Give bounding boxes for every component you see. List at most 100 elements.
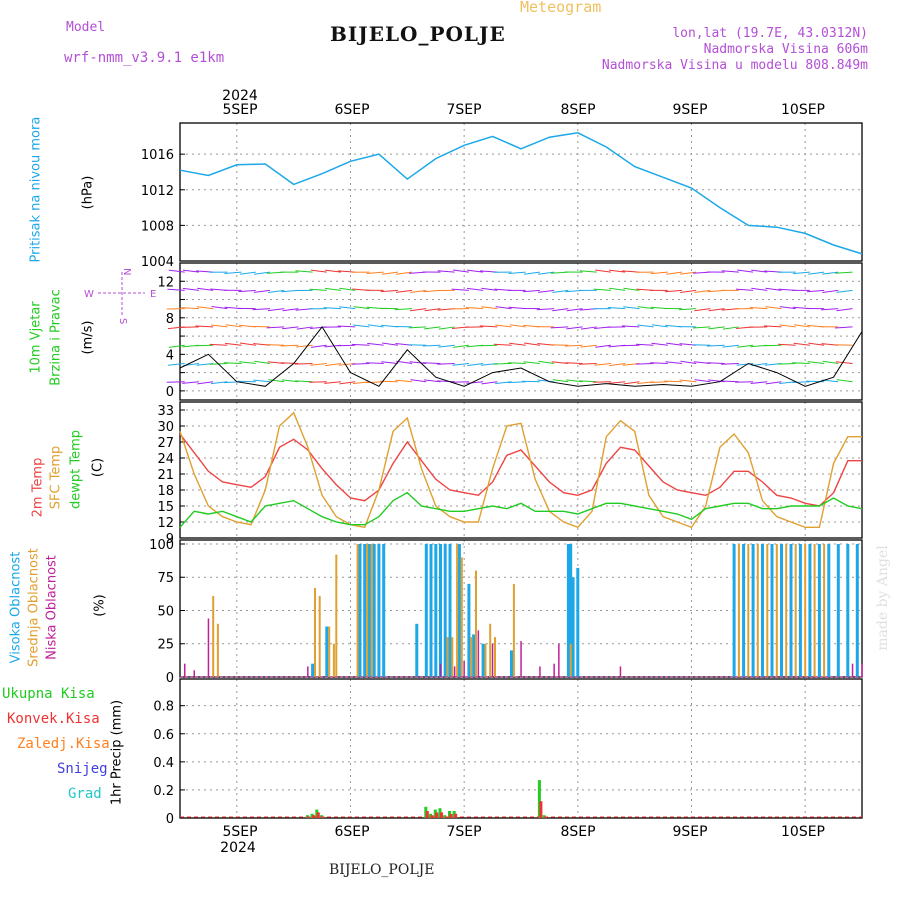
cloud-bar-0-20 — [566, 544, 570, 677]
legend-frz-precip: Zaledj.Kisa — [17, 736, 110, 752]
cloud-bar-2-4 — [439, 663, 442, 677]
date-label-bottom-7sep: 7SEP — [446, 824, 481, 840]
wind-vector-169 — [507, 362, 526, 364]
cloud-bar-0-11 — [434, 544, 438, 677]
date-label-bottom-9sep: 9SEP — [672, 824, 707, 840]
wind-vector-146 — [452, 269, 469, 273]
wind-vector-145 — [451, 288, 469, 291]
model-label: Model — [66, 20, 106, 35]
cloud-bar-1-15 — [475, 570, 477, 677]
wind-vector-83 — [324, 269, 342, 273]
wind-vector-23 — [209, 343, 228, 346]
cloud-bar-0-13 — [443, 544, 447, 677]
wind-vector-7 — [182, 381, 199, 384]
wind-vector-297 — [763, 325, 782, 328]
wind-vector-48 — [253, 271, 271, 275]
cloud-bar-2-14 — [851, 663, 854, 677]
wind-vector-154 — [481, 381, 498, 385]
wind-vector-218 — [609, 362, 626, 367]
wind-vector-59 — [282, 326, 299, 330]
wind-vector-296 — [763, 344, 782, 347]
ytick-label-temp-8: 33 — [157, 404, 174, 419]
wind-vector-128 — [422, 344, 441, 347]
panel-frame-0 — [179, 122, 863, 262]
ytick-label-precip-2: 0.4 — [153, 756, 174, 771]
wind-vector-100 — [367, 342, 384, 346]
wind-vector-156 — [479, 344, 498, 347]
cloud-bar-1-7 — [356, 544, 359, 677]
wind-vector-16 — [195, 344, 214, 347]
wind-vector-110 — [380, 289, 398, 293]
wind-vector-88 — [339, 306, 356, 310]
cloud-bar-1-19 — [512, 583, 515, 677]
cloud-bar-0-5 — [372, 544, 376, 677]
ytick-label-pressure-3: 1016 — [141, 148, 174, 163]
ytick-label-temp-4: 21 — [157, 468, 174, 483]
wind-vector-247 — [666, 342, 683, 346]
wind-vector-210 — [593, 381, 612, 383]
cloud-bar-0-14 — [448, 544, 452, 677]
wind-vector-86 — [337, 344, 356, 347]
wind-vector-263 — [694, 308, 711, 312]
model-elevation-label: Nadmorska Visina u modelu 808.849m — [601, 58, 868, 73]
ytick-label-temp-5: 24 — [157, 452, 174, 467]
wind-vector-2 — [168, 344, 185, 348]
wind-vector-40 — [238, 289, 256, 293]
cloud-bar-0-6 — [377, 544, 381, 677]
wind-vector-51 — [266, 344, 285, 346]
cloud-bar-2-10 — [539, 666, 541, 677]
wind-vector-84 — [339, 381, 356, 385]
wind-vector-148 — [467, 362, 484, 367]
wind-vector-294 — [765, 381, 782, 385]
wind-vector-311 — [793, 324, 810, 328]
wind-vector-234 — [637, 324, 654, 328]
wind-vector-199 — [566, 326, 583, 330]
wind-vector-176 — [523, 361, 540, 364]
wind-vector-58 — [280, 344, 299, 347]
cloud-bar-1-14 — [470, 637, 473, 677]
wind-vector-222 — [609, 287, 626, 291]
ytick-label-wind-0: 0 — [166, 385, 174, 400]
wind-vector-94 — [353, 324, 370, 328]
cloud-bar-2-15 — [861, 663, 863, 677]
wind-vector-326 — [820, 308, 839, 311]
wind-vector-118 — [395, 271, 413, 275]
wind-vector-162 — [493, 362, 512, 365]
cloud-bar-1-20 — [569, 643, 572, 677]
date-label-bottom-10sep: 10SEP — [781, 824, 825, 840]
cloud-bar-1-22 — [747, 544, 750, 677]
wind-vector-65 — [296, 344, 313, 348]
wind-vector-191 — [550, 344, 569, 346]
cloud-bar-1-9 — [370, 544, 373, 677]
wind-vector-119 — [410, 379, 427, 383]
cloud-bar-1-24 — [766, 544, 769, 677]
cloud-bar-0-1 — [325, 626, 329, 677]
wind-vector-252 — [679, 379, 697, 383]
wind-vector-267 — [706, 362, 725, 364]
wind-vector-276 — [722, 326, 739, 330]
wind-vector-293 — [751, 269, 768, 273]
wind-vector-1 — [168, 362, 185, 366]
wind-vector-136 — [438, 326, 455, 330]
wind-vector-49 — [268, 379, 285, 383]
wind-vector-240 — [651, 342, 668, 346]
wind-vector-170 — [509, 342, 526, 346]
panel-frame-2 — [179, 401, 863, 539]
precip-bar-0-11 — [537, 780, 541, 818]
cloud-bar-0-35 — [836, 544, 840, 677]
wind-vector-328 — [822, 271, 839, 275]
wind-vector-133 — [436, 380, 455, 383]
wind-vector-63 — [294, 380, 313, 383]
wind-vector-309 — [792, 362, 810, 364]
cloud-bar-2-8 — [491, 643, 494, 677]
wind-vector-127 — [422, 362, 441, 364]
wind-vector-168 — [507, 381, 526, 384]
wind-vector-37 — [239, 342, 256, 346]
wind-vector-329 — [836, 379, 853, 383]
wind-vector-211 — [594, 362, 612, 366]
wind-vector-268 — [706, 344, 725, 347]
date-label-top-7sep: 7SEP — [446, 102, 481, 118]
wind-vector-282 — [737, 344, 754, 348]
wind-vector-82 — [324, 287, 342, 291]
